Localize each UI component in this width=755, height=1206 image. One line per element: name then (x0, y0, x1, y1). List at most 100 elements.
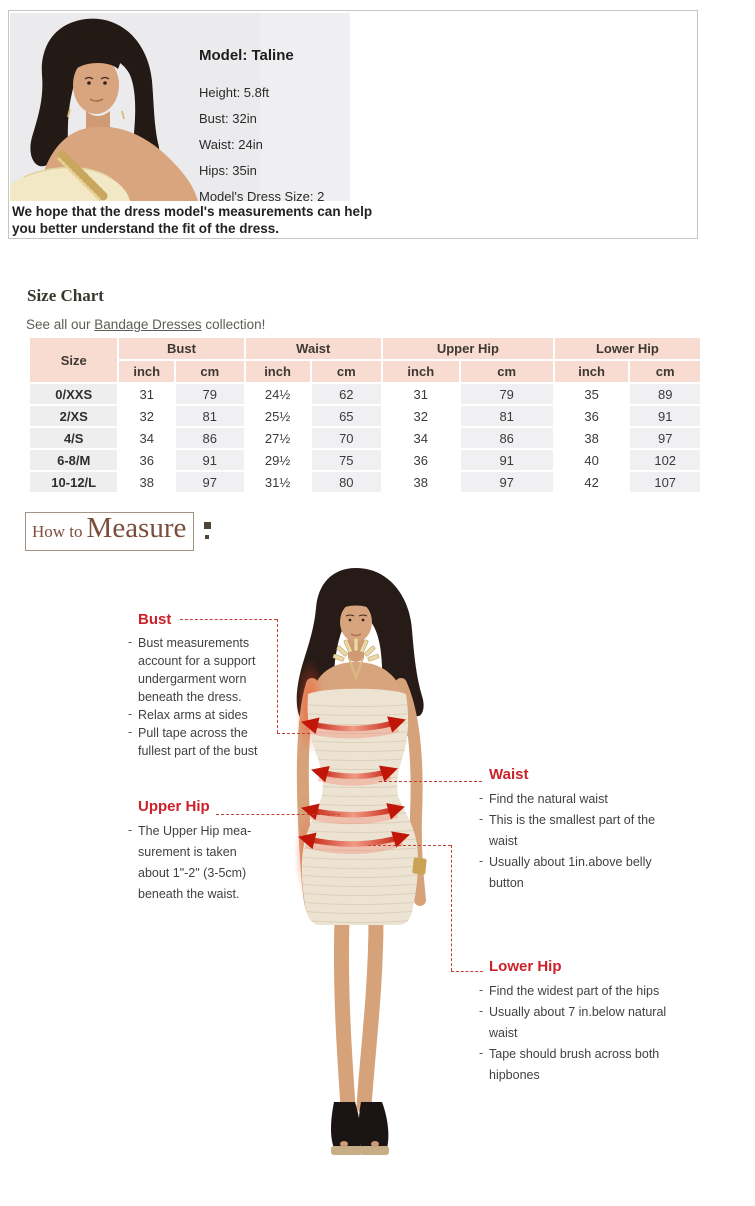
bust-connector-line (277, 733, 310, 734)
model-measurements: Model: Taline Height: 5.8ft Bust: 32in W… (199, 47, 399, 210)
size-label: 4/S (30, 428, 118, 448)
table-row: 4/S 34 86 27½ 70 34 86 38 97 (30, 428, 700, 448)
model-hips: Hips: 35in (199, 163, 257, 178)
cell: 86 (176, 428, 244, 448)
cell: 91 (630, 406, 700, 426)
table-row: 10-12/L 38 97 31½ 80 38 97 42 107 (30, 472, 700, 492)
cell: 31 (119, 384, 174, 404)
bullet: Bust measurements account for a support … (126, 633, 278, 706)
size-label: 2/XS (30, 406, 118, 426)
cell: 34 (383, 428, 459, 448)
model-name-title: Model: Taline (199, 47, 294, 64)
model-dress-size: Model's Dress Size: 2 (199, 189, 325, 204)
sub-header-inch: inch (554, 361, 629, 382)
cell: 36 (554, 406, 629, 426)
cell: 38 (119, 472, 174, 492)
model-caption: We hope that the dress model's measureme… (12, 204, 373, 236)
cell: 36 (119, 450, 174, 470)
bust-annotation: Bust Bust measurements account for a sup… (126, 611, 278, 760)
cell: 31 (383, 384, 459, 404)
collection-line: See all our Bandage Dresses collection! (26, 317, 265, 332)
table-row: 6-8/M 36 91 29½ 75 36 91 40 102 (30, 450, 700, 470)
col-header-upper-hip: Upper Hip (383, 338, 553, 359)
upper-hip-bullets: The Upper Hip mea-surement is taken abou… (126, 820, 268, 905)
sub-header-inch: inch (383, 361, 459, 382)
cell: 42 (554, 472, 629, 492)
col-header-size: Size (30, 338, 118, 382)
bust-connector-line (180, 619, 277, 620)
upper-hip-label: Upper Hip (138, 798, 210, 815)
upper-hip-annotation: Upper Hip The Upper Hip mea-surement is … (126, 798, 268, 905)
model-waist: Waist: 24in (199, 137, 263, 152)
bullet: The Upper Hip mea-surement is taken abou… (126, 820, 268, 905)
lower-hip-connector-line (451, 845, 452, 971)
cell: 107 (630, 472, 700, 492)
bullet: Find the widest part of the hips (477, 980, 687, 1002)
how-to-measure-title-box: How to Measure (25, 512, 195, 551)
cell: 32 (383, 406, 459, 426)
cell: 62 (311, 384, 382, 404)
col-header-waist: Waist (245, 338, 382, 359)
lower-hip-connector-line (368, 845, 451, 846)
bust-bullets: Bust measurements account for a support … (126, 633, 278, 760)
cell: 29½ (245, 450, 310, 470)
cell: 79 (176, 384, 244, 404)
bullet: Pull tape across the fullest part of the… (126, 723, 278, 760)
cell: 35 (554, 384, 629, 404)
sub-header-cm: cm (460, 361, 553, 382)
waist-connector-line (379, 781, 482, 782)
cell: 89 (630, 384, 700, 404)
cell: 91 (460, 450, 553, 470)
bullet: Usually about 1in.above belly button (477, 851, 677, 894)
col-header-lower-hip: Lower Hip (554, 338, 700, 359)
model-info-box: Model: Taline Height: 5.8ft Bust: 32in W… (8, 10, 698, 239)
cell: 65 (311, 406, 382, 426)
cell: 38 (383, 472, 459, 492)
collection-line-prefix: See all our (26, 317, 95, 332)
sub-header-cm: cm (630, 361, 700, 382)
sub-header-inch: inch (119, 361, 174, 382)
waist-label: Waist (489, 766, 529, 783)
cell: 97 (630, 428, 700, 448)
cell: 79 (460, 384, 553, 404)
cell: 31½ (245, 472, 310, 492)
bullet: Usually about 7 in.below natural waist (477, 1001, 687, 1044)
cell: 80 (311, 472, 382, 492)
cell: 75 (311, 450, 382, 470)
title-small: How to (32, 522, 83, 541)
cell: 102 (630, 450, 700, 470)
cell: 97 (176, 472, 244, 492)
bullet: Find the natural waist (477, 788, 677, 810)
cell: 91 (176, 450, 244, 470)
bullet: This is the smallest part of the waist (477, 809, 677, 852)
lower-hip-annotation: Lower Hip Find the widest part of the hi… (477, 958, 687, 1086)
how-to-measure-heading: How to Measure (25, 512, 211, 551)
cell: 24½ (245, 384, 310, 404)
size-chart-table: Size Bust Waist Upper Hip Lower Hip inch… (28, 336, 702, 494)
cell: 97 (460, 472, 553, 492)
cell: 27½ (245, 428, 310, 448)
cell: 32 (119, 406, 174, 426)
lower-hip-bullets: Find the widest part of the hips Usually… (477, 980, 687, 1086)
cell: 25½ (245, 406, 310, 426)
sub-header-cm: cm (176, 361, 244, 382)
size-label: 0/XXS (30, 384, 118, 404)
model-height: Height: 5.8ft (199, 85, 270, 100)
measurement-figure (294, 568, 427, 1155)
cell: 81 (460, 406, 553, 426)
waist-annotation: Waist Find the natural waist This is the… (477, 766, 677, 894)
cell: 40 (554, 450, 629, 470)
table-row: 0/XXS 31 79 24½ 62 31 79 35 89 (30, 384, 700, 404)
size-label: 6-8/M (30, 450, 118, 470)
col-header-bust: Bust (119, 338, 244, 359)
model-bust: Bust: 32in (199, 111, 257, 126)
table-row: 2/XS 32 81 25½ 65 32 81 36 91 (30, 406, 700, 426)
waist-bullets: Find the natural waist This is the small… (477, 788, 677, 894)
cell: 38 (554, 428, 629, 448)
bandage-dresses-link[interactable]: Bandage Dresses (94, 317, 202, 332)
sub-header-inch: inch (245, 361, 310, 382)
bust-connector-line (277, 619, 278, 733)
lower-hip-connector-line (451, 971, 483, 972)
cell: 36 (383, 450, 459, 470)
